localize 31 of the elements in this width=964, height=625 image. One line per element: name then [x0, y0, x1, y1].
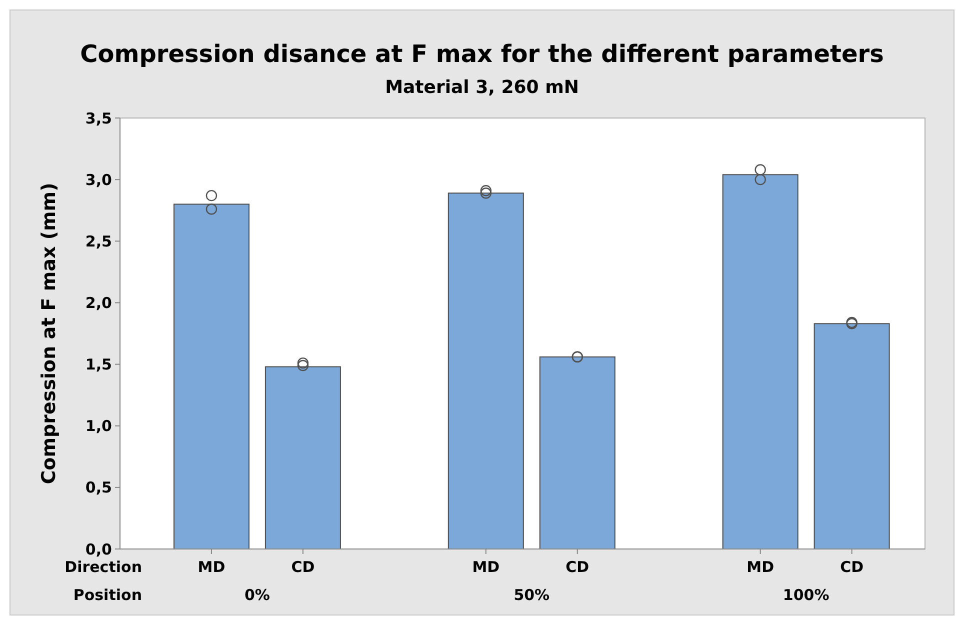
- y-tick-label: 0,0: [85, 540, 112, 558]
- point: [297, 357, 309, 369]
- point: [297, 360, 309, 372]
- text: Position: [73, 586, 142, 604]
- y-tick-label: 0,5: [85, 478, 112, 497]
- text: Direction: [64, 558, 142, 576]
- x-tick-label: CD: [566, 558, 590, 576]
- point: [480, 188, 492, 199]
- point: [206, 204, 218, 215]
- chart-title: Compression disance at F max for the different parameters: [80, 40, 884, 68]
- text: 100%: [782, 586, 830, 604]
- point: [754, 174, 766, 186]
- chart-subtitle: Material 3, 260 mN: [385, 77, 579, 98]
- y-tick-label: 3,0: [85, 170, 112, 189]
- y-tick-label: 1,5: [85, 356, 112, 374]
- y-tick-label: 1,0: [85, 417, 112, 436]
- y-tick-label: 3,5: [85, 109, 112, 128]
- y-tick-label: 2,5: [85, 232, 112, 250]
- text: 0%: [244, 586, 270, 604]
- text: 50%: [514, 586, 550, 604]
- bar: [173, 204, 250, 550]
- x-tick-label: MD: [472, 558, 500, 576]
- x-tick-label: MD: [746, 558, 774, 576]
- y-axis-title: Compression at F max (mm): [38, 182, 60, 484]
- point: [480, 185, 492, 196]
- point: [754, 164, 766, 176]
- point: [206, 190, 218, 202]
- x-tick-label: CD: [291, 558, 315, 576]
- x-tick-label: CD: [840, 558, 864, 576]
- y-tick-label: 2,0: [85, 294, 112, 312]
- x-tick-label: MD: [198, 558, 226, 576]
